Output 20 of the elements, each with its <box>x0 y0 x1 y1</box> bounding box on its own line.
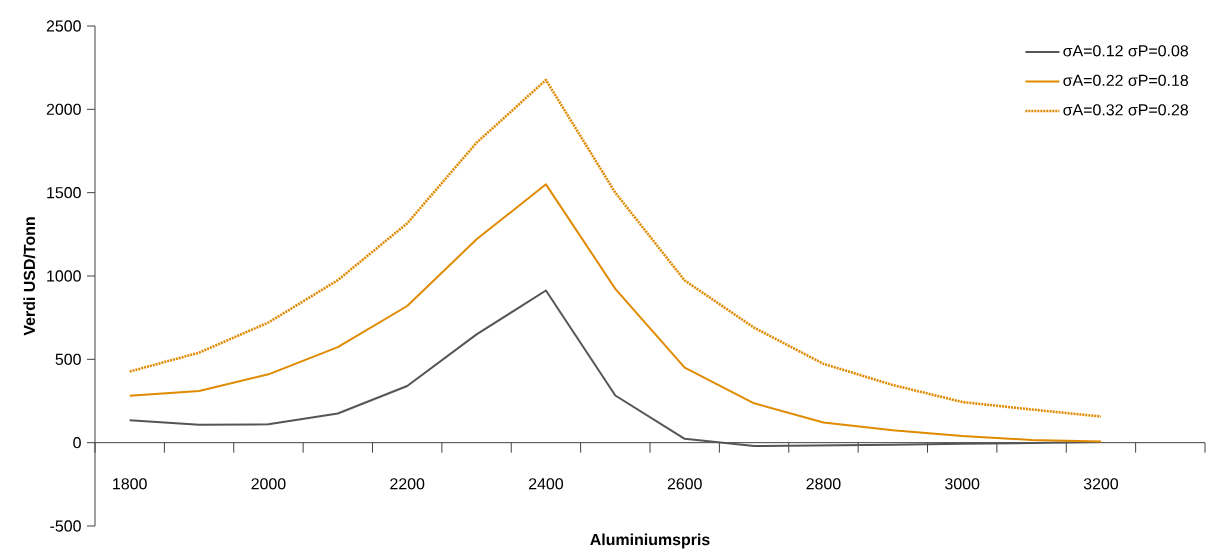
x-tick-label: 2000 <box>251 478 286 490</box>
legend-label: σA=0.32 σP=0.28 <box>1063 104 1189 116</box>
x-axis-title: Aluminiumspris <box>590 533 710 549</box>
y-tick-label: 1000 <box>47 270 81 282</box>
y-tick-label: 2500 <box>46 20 81 32</box>
y-axis-title: Verdi USD/Tonn <box>23 217 36 336</box>
y-tick-label: 500 <box>55 353 81 365</box>
y-tick-label: 2000 <box>46 103 81 115</box>
x-tick-label: 2200 <box>390 478 425 490</box>
x-tick-label: 3000 <box>945 478 980 490</box>
legend-label: σA=0.12 σP=0.08 <box>1063 45 1189 57</box>
y-tick-label: -500 <box>50 520 81 532</box>
x-tick-label: 1800 <box>113 478 147 490</box>
y-tick-label: 0 <box>73 437 81 449</box>
x-tick-label: 3200 <box>1083 478 1119 490</box>
y-tick-label: 1500 <box>47 187 81 199</box>
x-tick-label: 2400 <box>529 478 564 490</box>
legend-label: σA=0.22 σP=0.18 <box>1063 74 1189 86</box>
x-tick-label: 2600 <box>667 478 702 490</box>
x-tick-label: 2800 <box>806 478 841 490</box>
